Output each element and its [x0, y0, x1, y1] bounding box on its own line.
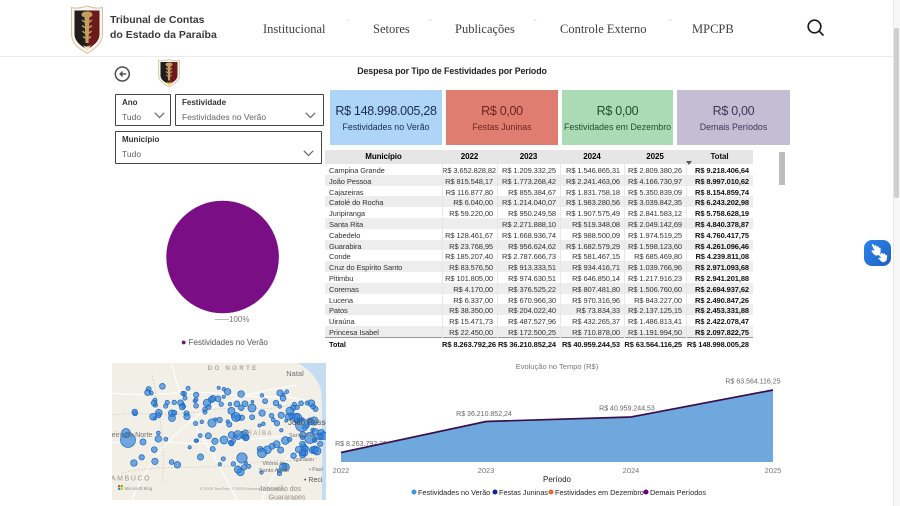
svg-text:DO NORTE: DO NORTE — [208, 365, 259, 372]
svg-text:R$ 40.959.244,53: R$ 40.959.244,53 — [599, 406, 655, 413]
svg-text:Evolução no Tempo (R$): Evolução no Tempo (R$) — [516, 362, 599, 371]
svg-text:2025: 2025 — [765, 466, 782, 475]
svg-text:R$ 63.564.116,25: R$ 63.564.116,25 — [725, 379, 780, 386]
svg-text:• Paul: • Paul — [309, 467, 323, 473]
svg-text:2022: 2022 — [333, 466, 350, 475]
svg-text:Juazeiro do Norte: Juazeiro do Norte — [112, 432, 152, 439]
svg-text:2024: 2024 — [623, 466, 640, 475]
svg-text:João Pessoa: João Pessoa — [288, 418, 326, 427]
svg-text:Festividades em Dezembro: Festividades em Dezembro — [555, 488, 644, 497]
svg-text:Santo Antão: Santo Antão — [259, 468, 289, 474]
svg-text:Festas Juninas: Festas Juninas — [499, 488, 548, 497]
svg-text:• Reci: • Reci — [304, 477, 323, 484]
svg-text:PARAÍBA: PARAÍBA — [237, 430, 273, 437]
svg-text:R$ 8.263.792,26: R$ 8.263.792,26 — [335, 441, 387, 448]
svg-text:Santa R ta: Santa R ta — [289, 433, 316, 439]
svg-text:Microsoft Bing: Microsoft Bing — [125, 486, 153, 491]
svg-text:© 2025 TomTom, © 2025 Microsof: © 2025 TomTom, © 2025 Microsoft Corporat… — [200, 486, 284, 491]
svg-text:Natal: Natal — [286, 369, 304, 378]
svg-text:Demais Períodos: Demais Períodos — [650, 488, 706, 497]
svg-text:Vitória de: Vitória de — [262, 461, 285, 467]
svg-text:Igarassu: Igarassu — [294, 457, 314, 463]
svg-text:2023: 2023 — [478, 466, 495, 475]
svg-text:R$ 36.210.852,24: R$ 36.210.852,24 — [456, 411, 512, 418]
svg-text:PERNAMBUCO: PERNAMBUCO — [112, 476, 151, 483]
svg-text:Guararapes: Guararapes — [269, 495, 306, 501]
svg-text:Festividades no Verão: Festividades no Verão — [418, 488, 490, 497]
svg-text:Jaboatão dos: Jaboatão dos — [259, 486, 302, 493]
svg-text:Período: Período — [543, 475, 572, 484]
